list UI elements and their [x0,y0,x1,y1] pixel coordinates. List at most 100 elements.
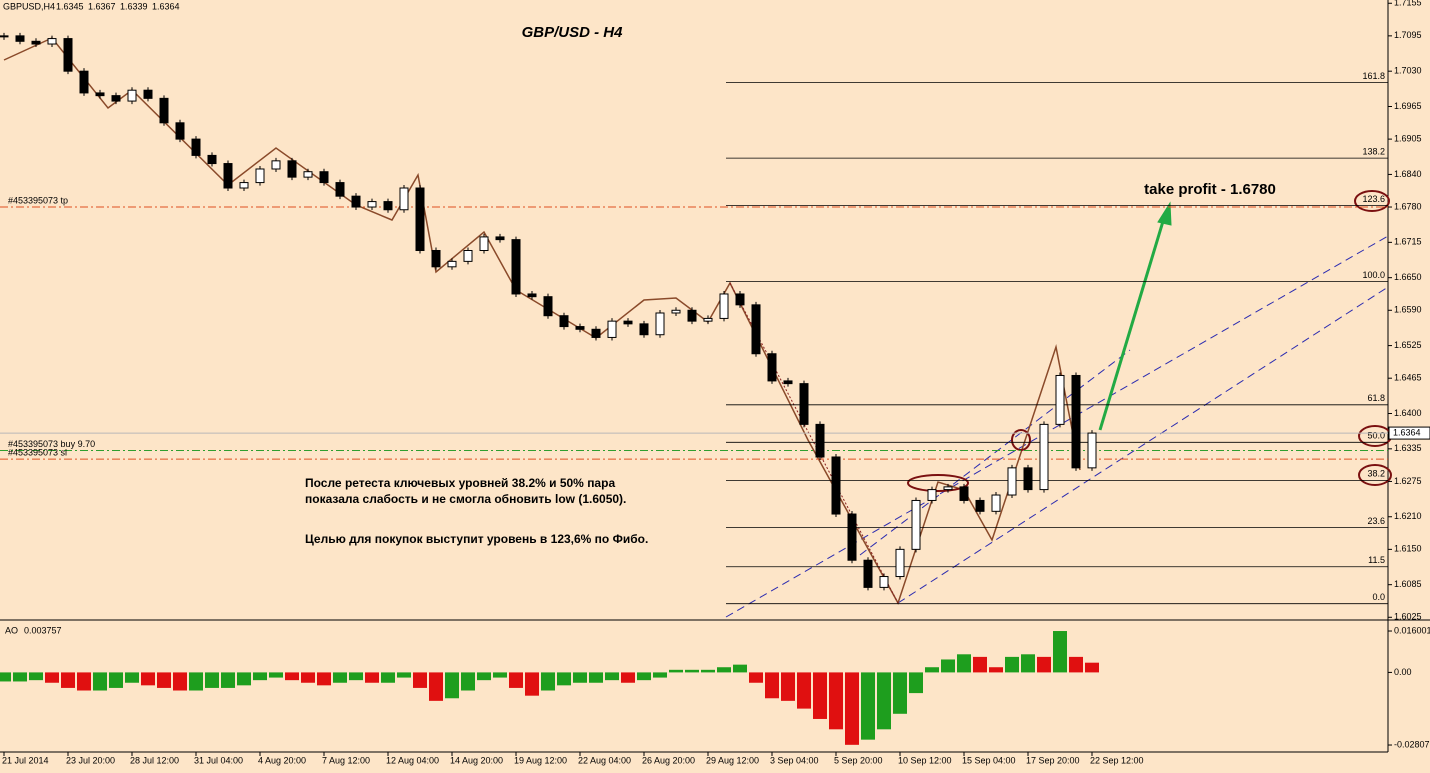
indicator-last: 0.003757 [24,625,62,635]
x-tick-label: 31 Jul 04:00 [194,755,243,765]
annotation: take profit - 1.6780 [1144,181,1276,198]
x-tick-label: 19 Aug 12:00 [514,755,567,765]
candle [159,97,169,124]
ao-bar [173,672,187,691]
y-tick-label: 1.6210 [1394,511,1422,521]
ao-bar [509,672,523,688]
y-tick-label: 1.6465 [1394,373,1422,383]
y-tick-label: 1.6335 [1394,443,1422,453]
ao-bar [269,672,283,678]
candle [367,201,377,208]
ao-bar [1053,631,1067,673]
fibo-label: 161.8 [1362,71,1385,81]
y-tick-label: 1.7155 [1394,0,1422,8]
candle [575,326,585,330]
x-tick-label: 26 Aug 20:00 [642,755,695,765]
ao-bar [109,672,123,688]
ao-bar [957,654,971,673]
ao-bar [381,672,395,683]
fibo-label: 100.0 [1362,270,1385,280]
candle [415,187,425,251]
ao-bar [765,672,779,699]
candle [1055,374,1065,425]
ohlc-value: 1.6367 [88,1,116,11]
y-tick-label: 1.6400 [1394,408,1422,418]
x-tick-label: 22 Aug 04:00 [578,755,631,765]
ao-bar [733,664,747,673]
candle [271,160,281,170]
y-tick-label: 1.6525 [1394,340,1422,350]
ao-bar [93,672,107,691]
note-line: показала слабость и не смогла обновить l… [305,492,626,506]
x-tick-label: 28 Jul 12:00 [130,755,179,765]
y-tick-label: 1.6715 [1394,237,1422,247]
y-tick-label: 1.7030 [1394,66,1422,76]
ao-bar [1037,656,1051,673]
candle [879,576,889,588]
candle [1071,374,1081,469]
candle [735,293,745,306]
ao-bar [461,672,475,691]
candle [431,249,441,268]
candle [703,317,713,322]
ao-bar [893,672,907,714]
price-box-label: 1.6364 [1393,427,1421,437]
ao-bar [445,672,459,699]
y-tick-label: 1.6590 [1394,305,1422,315]
candle [847,513,857,561]
ao-bar [301,672,315,683]
fibo-label: 138.2 [1362,146,1385,156]
y-tick-label: 1.7095 [1394,30,1422,40]
ao-bar [525,672,539,696]
ao-bar [909,672,923,694]
y-tick-label: 1.6085 [1394,579,1422,589]
ao-bar [621,672,635,683]
fibo-label: 11.5 [1368,555,1385,565]
ao-bar [669,669,683,673]
candle [943,486,953,491]
candle [351,195,361,208]
ao-bar [573,672,587,683]
candle [95,92,105,97]
y-tick-label: 1.6650 [1394,272,1422,282]
candle [815,423,825,458]
ao-bar [541,672,555,691]
candle [895,548,905,578]
ao-bar [973,656,987,673]
candle [319,171,329,184]
candle [111,95,121,102]
ao-bar [125,672,139,683]
candle [303,171,313,178]
candle [559,315,569,328]
ao-bar [189,672,203,691]
ao-bar [877,672,891,730]
candle [1087,432,1097,469]
candle [335,182,345,197]
ao-bar [237,672,251,686]
ao-bar [413,672,427,688]
price-box [1388,426,1430,440]
ao-bar [781,672,795,701]
candle [511,239,521,295]
ao-bar [493,672,507,678]
ao-bar [77,672,91,691]
ao-bar [813,672,827,719]
x-tick-label: 14 Aug 20:00 [450,755,503,765]
ao-bar [989,667,1003,673]
candle [175,122,185,140]
x-tick-label: 7 Aug 12:00 [322,755,370,765]
ao-bar [717,667,731,673]
fibo-label: 50.0 [1367,431,1385,441]
fibo-label: 61.8 [1367,393,1385,403]
ao-bar [1021,654,1035,673]
ao-bar [829,672,843,730]
fibo-label: 38.2 [1367,469,1385,479]
y-tick-label: 1.6780 [1394,201,1422,211]
candle [207,154,217,165]
candle [79,70,89,94]
candle [383,201,393,211]
candle [527,293,537,298]
candle [863,559,873,588]
